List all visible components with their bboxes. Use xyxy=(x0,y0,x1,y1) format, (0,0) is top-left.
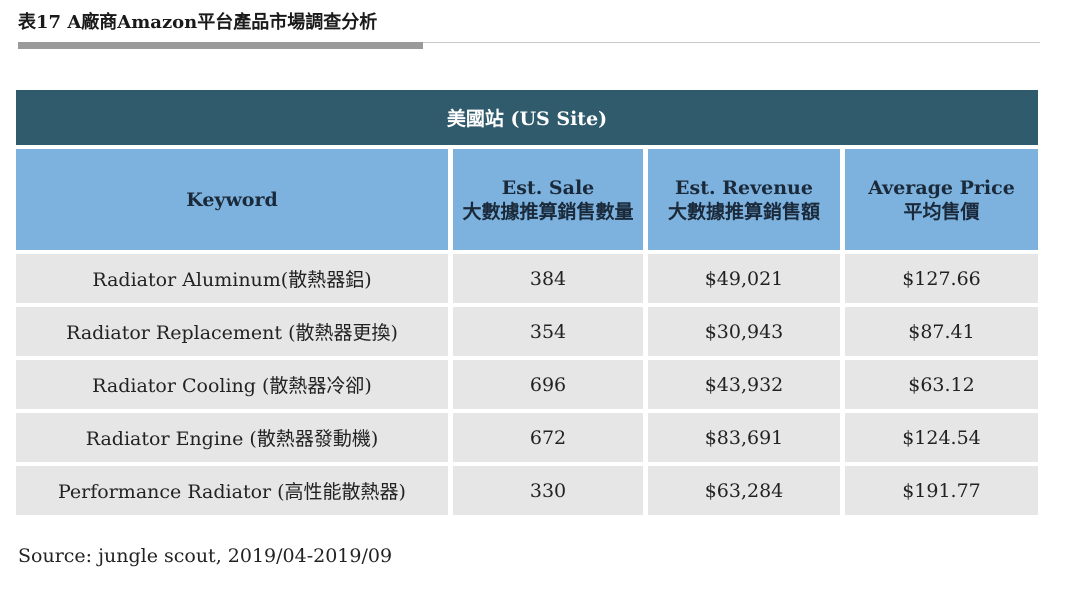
est-sale-cell: 330 xyxy=(453,466,643,515)
site-header: 美國站 (US Site) xyxy=(16,90,1038,145)
column-header-est-sale: Est. Sale 大數據推算銷售數量 xyxy=(453,149,643,250)
average-price-cell: $191.77 xyxy=(845,466,1038,515)
est-revenue-cell: $43,932 xyxy=(648,360,840,409)
title-accent-bar xyxy=(18,42,423,49)
keyword-cell: Radiator Aluminum(散熱器鋁) xyxy=(16,254,448,303)
column-header-sublabel: 大數據推算銷售額 xyxy=(667,200,820,223)
table-row: Performance Radiator (高性能散熱器) 330 $63,28… xyxy=(16,466,1038,515)
keyword-cell: Radiator Engine (散熱器發動機) xyxy=(16,413,448,462)
keyword-cell: Radiator Replacement (散熱器更換) xyxy=(16,307,448,356)
table-row: Radiator Cooling (散熱器冷卻) 696 $43,932 $63… xyxy=(16,360,1038,409)
column-header-sublabel: 平均售價 xyxy=(903,200,980,223)
est-sale-cell: 354 xyxy=(453,307,643,356)
column-header-label: Keyword xyxy=(186,188,278,211)
table-header-row: Keyword Est. Sale 大數據推算銷售數量 Est. Revenue… xyxy=(16,149,1038,250)
column-header-keyword: Keyword xyxy=(16,149,448,250)
table-row: Radiator Engine (散熱器發動機) 672 $83,691 $12… xyxy=(16,413,1038,462)
source-note: Source: jungle scout, 2019/04-2019/09 xyxy=(18,545,393,567)
average-price-cell: $87.41 xyxy=(845,307,1038,356)
est-revenue-cell: $49,021 xyxy=(648,254,840,303)
table-row: Radiator Replacement (散熱器更換) 354 $30,943… xyxy=(16,307,1038,356)
est-sale-cell: 672 xyxy=(453,413,643,462)
average-price-cell: $127.66 xyxy=(845,254,1038,303)
keyword-cell: Radiator Cooling (散熱器冷卻) xyxy=(16,360,448,409)
table-row: Radiator Aluminum(散熱器鋁) 384 $49,021 $127… xyxy=(16,254,1038,303)
est-sale-cell: 384 xyxy=(453,254,643,303)
column-header-est-revenue: Est. Revenue 大數據推算銷售額 xyxy=(648,149,840,250)
est-revenue-cell: $30,943 xyxy=(648,307,840,356)
title-underline xyxy=(18,42,1040,43)
keyword-cell: Performance Radiator (高性能散熱器) xyxy=(16,466,448,515)
page-title: 表17 A廠商Amazon平台產品市場調查分析 xyxy=(18,12,378,33)
column-header-label: Est. Sale xyxy=(501,176,595,199)
column-header-label: Est. Revenue xyxy=(675,176,813,199)
average-price-cell: $124.54 xyxy=(845,413,1038,462)
est-sale-cell: 696 xyxy=(453,360,643,409)
column-header-label: Average Price xyxy=(868,176,1015,199)
average-price-cell: $63.12 xyxy=(845,360,1038,409)
column-header-average-price: Average Price 平均售價 xyxy=(845,149,1038,250)
market-survey-table: 美國站 (US Site) Keyword Est. Sale 大數據推算銷售數… xyxy=(16,90,1038,515)
column-header-sublabel: 大數據推算銷售數量 xyxy=(462,200,634,223)
est-revenue-cell: $83,691 xyxy=(648,413,840,462)
est-revenue-cell: $63,284 xyxy=(648,466,840,515)
